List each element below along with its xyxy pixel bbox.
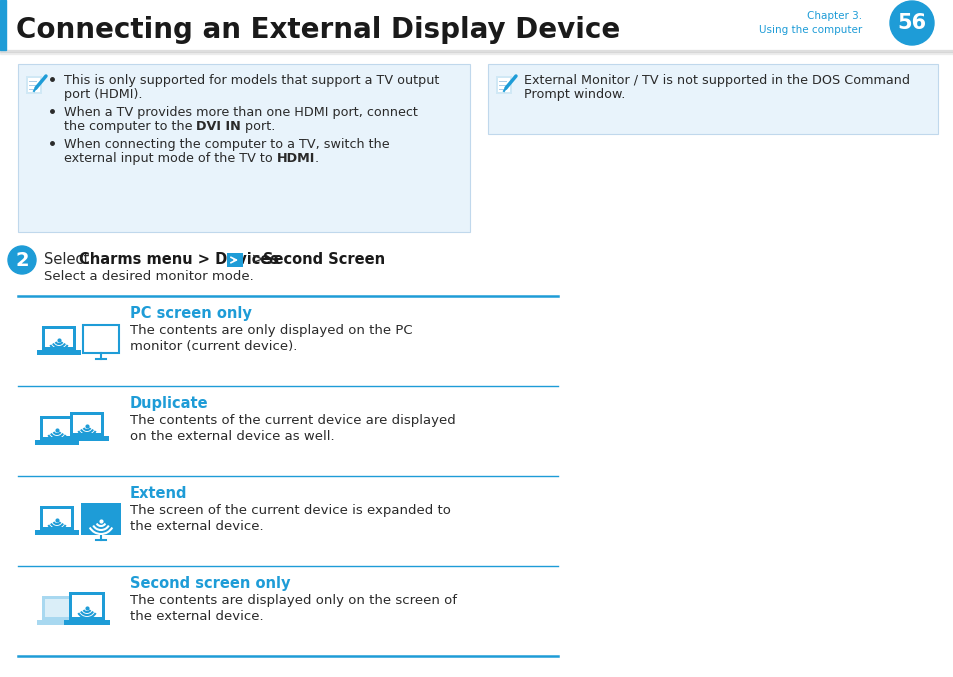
Bar [69,592,105,620]
Bar [37,350,81,355]
Text: on the external device as well.: on the external device as well. [130,430,335,443]
Bar [45,329,73,347]
Text: Extend: Extend [130,486,188,501]
Text: The contents of the current device are displayed: The contents of the current device are d… [130,414,456,427]
Text: Duplicate: Duplicate [130,396,209,411]
Bar [496,76,512,94]
Text: port.: port. [241,120,275,133]
Text: the computer to the: the computer to the [64,120,196,133]
Text: When connecting the computer to a TV, switch the: When connecting the computer to a TV, sw… [64,138,389,151]
Text: Charms menu > Devices: Charms menu > Devices [79,252,279,267]
Bar [42,326,76,350]
Bar [64,620,110,625]
Text: The contents are only displayed on the PC: The contents are only displayed on the P… [130,324,413,337]
Text: Chapter 3.: Chapter 3. [806,11,862,21]
Text: This is only supported for models that support a TV output: This is only supported for models that s… [64,74,439,87]
Text: >: > [247,252,268,267]
Bar [0,50,953,52]
Bar [26,76,42,94]
Bar [29,85,37,86]
Bar [70,412,104,436]
Bar [40,416,74,440]
Bar [35,440,79,445]
Text: monitor (current device).: monitor (current device). [130,340,297,353]
Text: Select: Select [44,252,93,267]
Text: PC screen only: PC screen only [130,306,252,321]
Text: HDMI: HDMI [276,152,314,165]
Bar [40,506,74,530]
Bar [488,64,937,134]
Bar [0,0,6,50]
Text: Connecting an External Display Device: Connecting an External Display Device [16,16,619,44]
Bar [37,620,81,625]
Circle shape [8,246,36,274]
Text: External Monitor / TV is not supported in the DOS Command: External Monitor / TV is not supported i… [523,74,909,87]
Bar [43,419,71,437]
Bar [42,596,76,620]
Text: Second screen only: Second screen only [130,576,291,591]
Bar [497,78,510,92]
Bar [73,415,101,433]
Bar [45,599,73,617]
Text: 2: 2 [15,250,29,269]
Text: Select a desired monitor mode.: Select a desired monitor mode. [44,270,253,283]
Text: .: . [368,252,373,267]
Bar [498,89,506,90]
Bar [83,325,119,353]
Text: The screen of the current device is expanded to: The screen of the current device is expa… [130,504,451,517]
Text: Using the computer: Using the computer [758,25,862,35]
Bar [0,52,953,54]
Bar [18,64,470,232]
Bar [498,81,506,82]
Text: external input mode of the TV to: external input mode of the TV to [64,152,276,165]
Bar [71,595,102,617]
Bar [28,78,40,92]
Text: Second Screen: Second Screen [263,252,385,267]
Bar [35,530,79,535]
Bar [498,85,506,86]
Text: The contents are displayed only on the screen of: The contents are displayed only on the s… [130,594,456,607]
Text: 56: 56 [897,13,925,33]
Text: .: . [314,152,319,165]
Text: When a TV provides more than one HDMI port, connect: When a TV provides more than one HDMI po… [64,106,417,119]
Circle shape [889,1,933,45]
Bar [227,253,243,267]
Text: port (HDMI).: port (HDMI). [64,88,142,101]
Text: DVI IN: DVI IN [196,120,241,133]
Text: the external device.: the external device. [130,610,263,623]
Text: Prompt window.: Prompt window. [523,88,625,101]
Bar [43,509,71,527]
Bar [65,436,109,441]
Text: the external device.: the external device. [130,520,263,533]
Bar [81,503,121,535]
Bar [29,89,37,90]
Bar [29,81,37,82]
